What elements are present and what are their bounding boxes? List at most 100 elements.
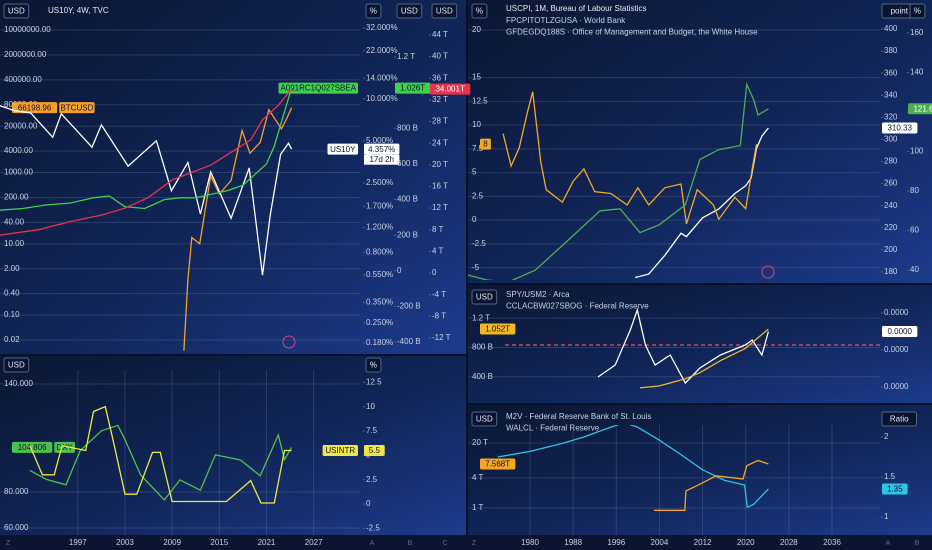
- series-legend: M2V · Federal Reserve Bank of St. Louis: [506, 412, 651, 421]
- y-tick-label: 40: [910, 265, 919, 274]
- last-value-label: 1.35: [887, 485, 903, 494]
- y-tick-label: 80: [910, 186, 919, 195]
- y-tick-label: 0: [472, 215, 477, 224]
- y-tick-label: 32 T: [432, 95, 448, 104]
- last-value-tag: [395, 82, 431, 94]
- y-tick-label: 40.00: [4, 217, 25, 226]
- y-tick-label: 5: [472, 168, 477, 177]
- series-legend: CCLACBW027SBOG · Federal Reserve: [506, 302, 649, 311]
- y-tick-label: 180: [884, 267, 898, 276]
- y-tick-label: 10.000%: [366, 94, 398, 103]
- last-value-label: 310.33: [887, 124, 912, 133]
- y-tick-label: 1.700%: [366, 202, 393, 211]
- y-tick-label: 0.550%: [366, 270, 393, 279]
- y-tick-label: 0.800%: [366, 247, 393, 256]
- y-tick-label: 20000.00: [4, 121, 38, 130]
- y-tick-label: 0.0000: [884, 345, 909, 354]
- last-value-tag: [882, 483, 908, 495]
- last-value-tag: [908, 103, 932, 115]
- y-tick-label: 140.000: [4, 379, 33, 388]
- axis-unit: %: [476, 7, 483, 16]
- y-tick-label: 60.000: [4, 523, 29, 532]
- y-tick-label: 10.00: [4, 239, 25, 248]
- x-tick-label: 1996: [607, 538, 625, 547]
- axis-unit-box: [365, 357, 382, 373]
- last-value-tag: [480, 458, 516, 470]
- last-value-tag: [12, 441, 53, 453]
- y-tick-label: 14.000%: [366, 73, 398, 82]
- last-value-tag: [480, 138, 491, 150]
- series-line: [635, 127, 769, 279]
- x-tick-label: 2004: [651, 538, 669, 547]
- x-tick-label: 2009: [163, 538, 181, 547]
- y-tick-label: 1.2 T: [472, 313, 490, 322]
- y-tick-label: 40 T: [432, 52, 448, 61]
- axis-unit: USD: [8, 361, 25, 370]
- y-tick-label: 80.000: [4, 487, 29, 496]
- y-tick-label: 10000000.00: [4, 25, 51, 34]
- y-tick-label: 0.180%: [366, 338, 393, 347]
- last-value-label: 7.568T: [485, 460, 510, 469]
- y-tick-label: 160: [910, 28, 924, 37]
- series-name: A091RC1Q027SBEA: [280, 84, 356, 93]
- axis-unit-box: [396, 3, 423, 19]
- axis-corner-mark: Z: [6, 540, 11, 547]
- x-tick-label: 2012: [694, 538, 712, 547]
- y-tick-label: 140: [910, 68, 924, 77]
- y-tick-label: 10: [366, 402, 375, 411]
- y-tick-label: 400: [884, 24, 898, 33]
- event-icon[interactable]: [282, 335, 296, 349]
- axis-unit-box: [881, 411, 917, 427]
- series-name-tag: [322, 444, 358, 456]
- series-line: [639, 328, 769, 389]
- axis-unit-box: [3, 357, 30, 373]
- y-tick-label: 2: [884, 432, 889, 441]
- axis-unit-box: [471, 3, 488, 19]
- series-line: [29, 424, 293, 501]
- series-line: [497, 425, 769, 509]
- y-tick-label: -2.5: [472, 239, 486, 248]
- y-tick-label: 0.350%: [366, 298, 393, 307]
- y-tick-label: -8 T: [432, 311, 446, 320]
- series-line: [597, 307, 770, 385]
- y-tick-label: 800 B: [472, 343, 493, 352]
- x-tick-label: 2036: [823, 538, 841, 547]
- axis-unit: USD: [476, 293, 493, 302]
- last-value-tag: [882, 122, 918, 134]
- y-tick-label: 360: [884, 68, 898, 77]
- x-tick-label: 2015: [210, 538, 228, 547]
- series-name: BTCUSD: [60, 103, 93, 112]
- y-tick-label: 0.10: [4, 310, 20, 319]
- last-value-label: 0.0000: [887, 327, 912, 336]
- series-name-tag: [278, 82, 358, 94]
- y-tick-label: 10: [472, 120, 481, 129]
- y-tick-label: -4 T: [432, 290, 446, 299]
- y-tick-label: 16 T: [432, 182, 448, 191]
- event-icon[interactable]: [761, 265, 775, 279]
- x-tick-label: 2028: [780, 538, 798, 547]
- y-tick-label: 0: [397, 266, 402, 275]
- series-line: [0, 88, 293, 236]
- panel-e: [468, 405, 932, 535]
- panel-a: [0, 0, 466, 354]
- y-tick-label: 240: [884, 201, 898, 210]
- axis-corner-mark: C: [442, 540, 447, 547]
- last-value-label: 4.357%: [368, 145, 395, 154]
- axis-corner-mark: B: [915, 540, 920, 547]
- y-tick-label: 1.5: [884, 472, 896, 481]
- y-tick-label: 5.000%: [366, 136, 393, 145]
- y-tick-label: 12.5: [366, 377, 382, 386]
- y-tick-label: 7.5: [366, 426, 378, 435]
- y-tick-label: 200: [884, 245, 898, 254]
- last-value-tag: [480, 323, 516, 335]
- panel-c: [468, 0, 932, 283]
- axis-corner-mark: Z: [472, 540, 477, 547]
- y-tick-label: 36 T: [432, 73, 448, 82]
- series-name-tag: [59, 102, 95, 114]
- y-tick-label: 320: [884, 112, 898, 121]
- last-value-label: 121.62: [913, 104, 932, 113]
- axis-unit: USD: [436, 7, 453, 16]
- axis-unit: %: [370, 361, 377, 370]
- y-tick-label: -2.5: [366, 523, 380, 532]
- y-tick-label: 15: [472, 73, 481, 82]
